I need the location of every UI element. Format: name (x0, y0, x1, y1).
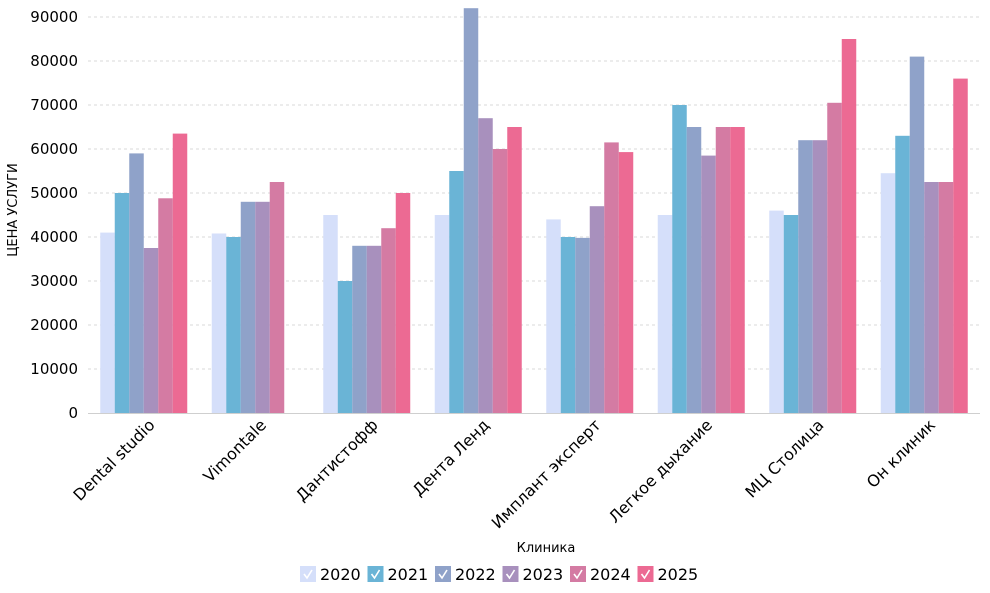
bar-2023 (701, 155, 716, 413)
bar-2024 (158, 198, 173, 413)
legend-item-2020[interactable]: 2020 (300, 565, 361, 584)
bar-2024 (492, 149, 508, 413)
y-tick-label: 40000 (30, 228, 78, 246)
bar-2025 (172, 133, 188, 413)
legend-swatch (570, 566, 586, 582)
legend-item-2021[interactable]: 2021 (367, 565, 429, 584)
x-category-label: Имплант эксперт (488, 415, 605, 532)
y-axis-ticks: 0 10000 20000 30000 40000 50000 60000 70000 8000… (30, 8, 78, 422)
legend-swatch (502, 566, 519, 582)
y-tick-label: 60000 (30, 140, 78, 158)
checkmark-icon (370, 569, 381, 580)
bar-2020 (880, 173, 896, 413)
x-category-label: Дантистофф (292, 415, 382, 505)
bars (100, 8, 968, 414)
legend-label: 2023 (523, 565, 564, 584)
legend-item-2023[interactable]: 2023 (502, 565, 564, 584)
bar-2021 (114, 193, 130, 413)
y-tick-label: 30000 (30, 272, 78, 290)
legend-item-2022[interactable]: 2022 (435, 565, 496, 584)
x-category-label: Vimontale (199, 415, 270, 486)
bar-2025 (841, 39, 857, 413)
bar-2022 (463, 8, 479, 413)
legend-item-2025[interactable]: 2025 (637, 565, 699, 584)
bar-2020 (100, 232, 115, 413)
x-axis-title: Клиника (517, 541, 576, 556)
bar-2023 (478, 118, 493, 413)
bar-2024 (715, 127, 731, 413)
bar-2020 (769, 210, 784, 413)
x-category-label: Dental studio (69, 415, 158, 504)
bar-2022 (909, 56, 925, 413)
bar-2025 (618, 152, 634, 413)
y-tick-label: 20000 (30, 316, 78, 334)
bar-2024 (938, 182, 954, 413)
x-category-label: Он клиник (863, 415, 940, 492)
bar-2022 (129, 153, 144, 413)
bar-2023 (366, 245, 382, 413)
bar-2024 (381, 228, 396, 413)
bar-2022 (798, 140, 813, 413)
bar-2020 (546, 219, 561, 413)
bar-2020 (211, 233, 227, 413)
x-category-label: МЦ Столица (741, 415, 827, 501)
checkmark-icon (640, 569, 651, 580)
legend-label: 2024 (590, 565, 631, 584)
bar-2025 (730, 127, 745, 413)
bar-2020 (657, 215, 673, 413)
legend-item-2024[interactable]: 2024 (570, 565, 631, 584)
checkmark-icon (303, 569, 313, 580)
bar-2022 (352, 245, 367, 413)
bar-2022 (240, 201, 256, 413)
legend-label: 2020 (320, 565, 361, 584)
legend-label: 2025 (658, 565, 699, 584)
bar-2021 (672, 105, 687, 413)
bar-2021 (226, 237, 241, 413)
y-tick-label: 0 (68, 404, 78, 422)
bar-2024 (269, 182, 285, 413)
bar-2025 (953, 78, 968, 413)
x-category-label: Легкое дыхание (605, 415, 716, 526)
legend-swatch (300, 566, 316, 582)
y-tick-label: 70000 (30, 96, 78, 114)
y-tick-label: 80000 (30, 52, 78, 70)
y-tick-label: 90000 (30, 8, 78, 26)
bar-2023 (255, 201, 270, 413)
y-tick-label: 50000 (30, 184, 78, 202)
bar-2023 (143, 248, 159, 413)
bar-2025 (507, 127, 522, 413)
bar-2024 (827, 102, 842, 414)
bar-2025 (395, 193, 411, 413)
bar-2022 (575, 237, 590, 413)
y-tick-label: 10000 (30, 360, 78, 378)
bar-2023 (924, 182, 939, 413)
x-axis-ticks: Dental studio Vimontale Дантистофф Дента Ле… (69, 415, 939, 532)
bar-2020 (323, 215, 338, 413)
bar-2023 (812, 140, 828, 413)
grid (88, 16, 980, 370)
legend-label: 2022 (455, 565, 496, 584)
bar-2023 (589, 206, 605, 413)
checkmark-icon (573, 569, 583, 580)
bar-2021 (449, 171, 464, 413)
bar-2021 (560, 237, 576, 413)
bar-2022 (686, 127, 702, 413)
bar-2021 (337, 281, 353, 413)
y-axis-title: ЦЕНА УСЛУГИ (6, 163, 21, 256)
legend-swatch (637, 566, 654, 582)
checkmark-icon (438, 569, 448, 580)
legend-swatch (435, 566, 451, 582)
legend-label: 2021 (388, 565, 429, 584)
bar-2020 (434, 215, 450, 413)
x-category-label: Дента Ленд (409, 415, 493, 499)
bar-2024 (604, 142, 619, 413)
checkmark-icon (505, 569, 516, 580)
legend-swatch (367, 566, 384, 582)
bar-2021 (783, 215, 799, 413)
legend: 2020 2021 2022 2023 2024 2025 (300, 565, 698, 584)
bar-2021 (895, 135, 910, 414)
